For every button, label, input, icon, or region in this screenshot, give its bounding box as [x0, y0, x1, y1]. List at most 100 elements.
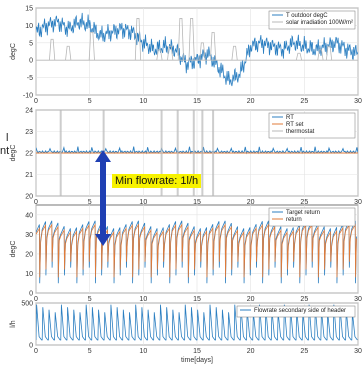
y-tick-label: -5	[27, 75, 33, 82]
panel-3: 0 10 20 30 40 0 5 10 15 20 25 30 degC Target returnre…	[10, 204, 362, 303]
panel-4: 0 500 0 5 10 15 20 25 30 l/h time[days] Flowrate se…	[10, 301, 362, 365]
y-tick-label: 20	[25, 251, 33, 258]
x-tick-label: 0	[34, 98, 38, 105]
x-tick-label: 25	[300, 348, 308, 355]
legend-box	[268, 207, 356, 227]
series-line	[36, 304, 358, 341]
series-spike	[134, 18, 142, 61]
x-tick-label: 30	[354, 98, 362, 105]
x-tick-label: 25	[300, 199, 308, 206]
series-spike	[88, 31, 95, 61]
legend-entry: solar irradiation 100W/m²	[286, 20, 353, 26]
x-tick-label: 10	[139, 296, 147, 303]
series-spike	[317, 49, 324, 61]
y-axis-label: degC	[10, 43, 17, 60]
thermostat-bar	[160, 110, 163, 196]
x-tick-label: 5	[88, 199, 92, 206]
x-tick-label: 5	[88, 348, 92, 355]
y-tick-label: 5	[29, 40, 33, 47]
legend-entry: Target return	[286, 210, 320, 216]
legend-box	[236, 305, 356, 318]
x-tick-label: 20	[247, 98, 255, 105]
side-text-line2: nt	[0, 145, 10, 157]
legend-entry: RT	[286, 115, 294, 121]
thermostat-bar	[212, 110, 215, 196]
y-tick-label: 23	[25, 129, 33, 136]
legend-box	[268, 10, 356, 30]
y-axis-label: degC	[10, 145, 17, 162]
series-spike	[210, 31, 217, 61]
legend-entry: T outdoor degC	[286, 13, 328, 19]
series-line	[36, 223, 357, 278]
x-tick-label: 5	[88, 296, 92, 303]
y-tick-label: 30	[25, 232, 33, 239]
series-spike	[231, 45, 238, 61]
x-tick-label: 15	[193, 296, 201, 303]
x-tick-label: 10	[139, 199, 147, 206]
thermostat-bar	[201, 110, 204, 196]
series-line	[36, 12, 358, 87]
x-tick-label: 0	[34, 199, 38, 206]
x-tick-label: 0	[34, 348, 38, 355]
y-tick-label: 15	[25, 6, 33, 13]
legend-entry: RT set	[286, 122, 304, 128]
legend-box	[268, 112, 356, 139]
x-tick-label: 20	[247, 199, 255, 206]
series-spike	[49, 38, 56, 61]
thermostat-bar	[176, 110, 179, 196]
thermostat-bar	[192, 110, 195, 196]
series-line	[36, 146, 358, 155]
x-tick-label: 30	[354, 296, 362, 303]
series-spike	[156, 49, 163, 61]
series-group	[36, 110, 358, 196]
x-tick-label: 25	[300, 98, 308, 105]
y-axis-label: degC	[10, 241, 17, 258]
y-tick-label: 10	[25, 271, 33, 278]
x-tick-label: 15	[193, 199, 201, 206]
y-tick-label: -10	[23, 93, 33, 100]
x-tick-label: 30	[354, 199, 362, 206]
x-tick-label: 30	[354, 348, 362, 355]
x-tick-label: 5	[88, 98, 92, 105]
y-tick-label: 24	[25, 108, 33, 115]
x-tick-label: 20	[247, 296, 255, 303]
min-flowrate-callout: Min flowrate: 1l/h	[112, 174, 202, 188]
legend-entry: Flowrate secondary side of header	[254, 308, 346, 314]
series-group	[36, 304, 358, 341]
legend-entry: thermostat	[286, 129, 315, 135]
series-spike	[325, 45, 333, 61]
arrow-head-bottom	[95, 234, 111, 246]
x-tick-label: 15	[193, 348, 201, 355]
y-tick-label: 0	[29, 291, 33, 298]
y-tick-label: 10	[25, 23, 33, 30]
y-tick-label: 21	[25, 172, 33, 179]
y-axis-label: l/h	[10, 320, 17, 328]
x-tick-label: 0	[34, 296, 38, 303]
side-text-line1: l	[6, 132, 9, 144]
series-spike	[177, 18, 184, 61]
series-group	[36, 12, 358, 87]
arrow-head-top	[95, 150, 111, 162]
series-spike	[295, 52, 303, 61]
y-tick-label: 22	[25, 151, 33, 158]
x-tick-label: 15	[193, 98, 201, 105]
y-tick-label: 500	[21, 301, 33, 308]
x-tick-label: 10	[139, 98, 147, 105]
x-tick-label: 25	[300, 296, 308, 303]
x-tick-label: 20	[247, 348, 255, 355]
y-tick-label: 20	[25, 194, 33, 201]
panel-1: -10 -5 0 5 10 15 0 5 10 15 20 25 30 degC T outdoor deg…	[10, 6, 362, 106]
legend-entry: return	[286, 217, 302, 223]
x-axis-label: time[days]	[181, 357, 213, 364]
series-spike	[199, 42, 206, 61]
series-spike	[65, 45, 72, 61]
x-tick-label: 10	[139, 348, 147, 355]
series-spike	[167, 45, 174, 61]
y-tick-label: 0	[29, 58, 33, 65]
y-tick-label: 40	[25, 212, 33, 219]
series-spike	[188, 18, 195, 61]
y-tick-label: 0	[29, 343, 33, 350]
thermostat-bar	[59, 110, 62, 196]
